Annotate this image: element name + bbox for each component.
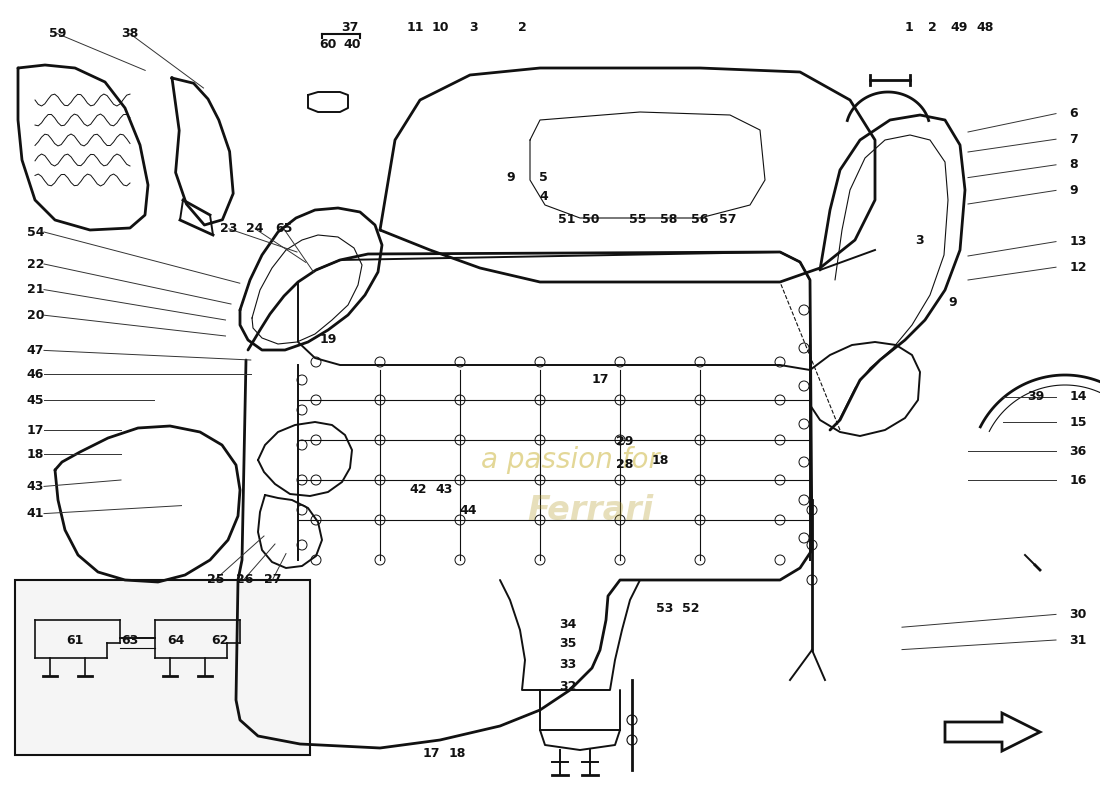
Text: 31: 31 xyxy=(1069,634,1087,646)
Text: 2: 2 xyxy=(928,21,937,34)
FancyArrow shape xyxy=(945,713,1040,751)
Text: 8: 8 xyxy=(1069,158,1078,171)
Bar xyxy=(15,580,310,755)
Text: 41: 41 xyxy=(26,507,44,520)
Text: 27: 27 xyxy=(264,573,282,586)
Text: 50: 50 xyxy=(582,213,600,226)
Text: 60: 60 xyxy=(319,38,337,50)
Text: 61: 61 xyxy=(66,634,84,646)
Text: 59: 59 xyxy=(48,27,66,40)
Text: 18: 18 xyxy=(651,454,669,467)
Text: 33: 33 xyxy=(559,658,576,670)
Text: 16: 16 xyxy=(1069,474,1087,486)
Text: 49: 49 xyxy=(950,21,968,34)
Text: 57: 57 xyxy=(719,213,737,226)
Text: Ferrari: Ferrari xyxy=(527,494,653,526)
Text: 17: 17 xyxy=(26,424,44,437)
Text: 62: 62 xyxy=(211,634,229,646)
Text: 43: 43 xyxy=(26,480,44,493)
Text: 34: 34 xyxy=(559,618,576,630)
Text: 9: 9 xyxy=(1069,184,1078,197)
Text: 22: 22 xyxy=(26,258,44,270)
Text: 17: 17 xyxy=(422,747,440,760)
Text: 18: 18 xyxy=(449,747,466,760)
Text: 38: 38 xyxy=(121,27,139,40)
Text: 24: 24 xyxy=(246,222,264,235)
Text: 44: 44 xyxy=(460,504,477,517)
Text: 3: 3 xyxy=(469,21,477,34)
Text: 23: 23 xyxy=(220,222,238,235)
Text: 52: 52 xyxy=(682,602,700,614)
Text: 47: 47 xyxy=(26,344,44,357)
Text: 28: 28 xyxy=(616,458,634,470)
Text: 32: 32 xyxy=(559,680,576,693)
Text: 65: 65 xyxy=(275,222,293,235)
Text: 3: 3 xyxy=(915,234,924,246)
Text: 29: 29 xyxy=(616,435,634,448)
Text: 5: 5 xyxy=(539,171,548,184)
Text: 11: 11 xyxy=(407,21,425,34)
Text: 7: 7 xyxy=(1069,133,1078,146)
Text: 63: 63 xyxy=(121,634,139,646)
Text: a passion for: a passion for xyxy=(481,446,659,474)
Text: 25: 25 xyxy=(207,573,224,586)
Text: 9: 9 xyxy=(948,296,957,309)
Text: 30: 30 xyxy=(1069,608,1087,621)
Text: 55: 55 xyxy=(629,213,647,226)
Text: 9: 9 xyxy=(506,171,515,184)
Text: 14: 14 xyxy=(1069,390,1087,403)
Text: 4: 4 xyxy=(539,190,548,203)
Text: 37: 37 xyxy=(341,21,359,34)
Text: 13: 13 xyxy=(1069,235,1087,248)
Text: 26: 26 xyxy=(235,573,253,586)
Text: 53: 53 xyxy=(656,602,673,614)
Text: 6: 6 xyxy=(1069,107,1078,120)
Text: 12: 12 xyxy=(1069,261,1087,274)
Text: 39: 39 xyxy=(1027,390,1045,403)
Text: 15: 15 xyxy=(1069,416,1087,429)
Text: 35: 35 xyxy=(559,637,576,650)
Text: 56: 56 xyxy=(691,213,708,226)
Text: 54: 54 xyxy=(26,226,44,238)
Text: 18: 18 xyxy=(26,448,44,461)
Text: 64: 64 xyxy=(167,634,185,646)
Text: 40: 40 xyxy=(343,38,361,50)
Text: 20: 20 xyxy=(26,309,44,322)
Text: 21: 21 xyxy=(26,283,44,296)
Text: 46: 46 xyxy=(26,368,44,381)
Text: 17: 17 xyxy=(592,373,609,386)
Text: 10: 10 xyxy=(431,21,449,34)
Text: 36: 36 xyxy=(1069,445,1087,458)
Text: 2: 2 xyxy=(518,21,527,34)
Text: 58: 58 xyxy=(660,213,678,226)
Text: 51: 51 xyxy=(558,213,575,226)
Text: 42: 42 xyxy=(409,483,427,496)
Text: 48: 48 xyxy=(977,21,994,34)
Text: 43: 43 xyxy=(436,483,453,496)
Text: 19: 19 xyxy=(319,333,337,346)
Text: 1: 1 xyxy=(904,21,913,34)
Text: 45: 45 xyxy=(26,394,44,406)
